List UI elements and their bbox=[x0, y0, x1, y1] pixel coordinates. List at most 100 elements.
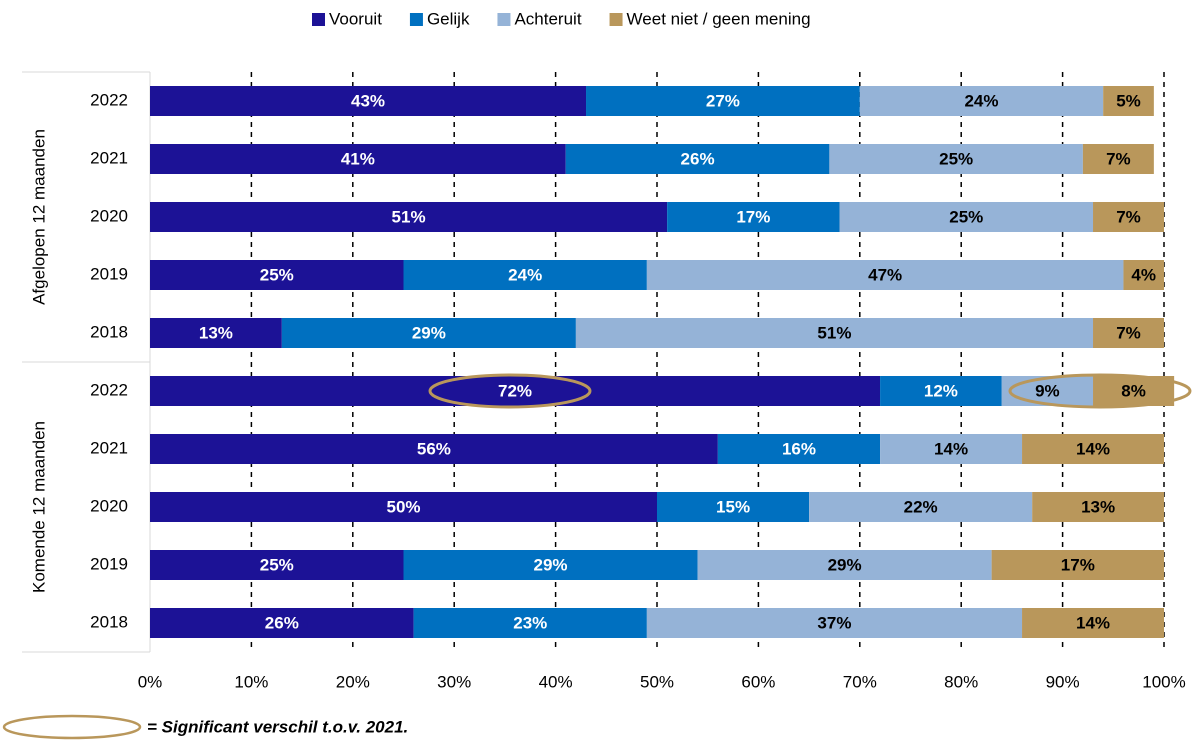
bar-segment bbox=[150, 86, 587, 116]
bar-segment bbox=[1093, 318, 1164, 348]
bar-segment bbox=[657, 492, 810, 522]
bar-segment bbox=[717, 434, 881, 464]
data-label: 29% bbox=[412, 323, 446, 342]
bar-segment bbox=[697, 550, 992, 580]
data-label: 4% bbox=[1131, 265, 1156, 284]
bar-segment bbox=[150, 492, 657, 522]
bar-segment bbox=[150, 376, 881, 406]
bar-segment bbox=[1001, 376, 1094, 406]
bar-segment bbox=[150, 144, 566, 174]
y-tick-label: 2018 bbox=[90, 322, 128, 341]
y-tick-label: 2020 bbox=[90, 206, 128, 225]
x-tick-label: 50% bbox=[640, 672, 674, 691]
data-label: 13% bbox=[1081, 497, 1115, 516]
bar-segment bbox=[150, 434, 718, 464]
data-label: 37% bbox=[817, 613, 851, 632]
bar-segment bbox=[150, 202, 668, 232]
y-tick-label: 2021 bbox=[90, 438, 128, 457]
x-tick-label: 100% bbox=[1142, 672, 1185, 691]
bar-segment bbox=[809, 492, 1033, 522]
data-label: 15% bbox=[716, 497, 750, 516]
legend-label: Weet niet / geen mening bbox=[627, 9, 811, 28]
significance-marker bbox=[428, 373, 592, 409]
data-label: 51% bbox=[392, 207, 426, 226]
bar-segment bbox=[859, 86, 1104, 116]
bar-segment bbox=[150, 550, 404, 580]
significance-marker bbox=[1008, 373, 1192, 409]
data-label: 24% bbox=[964, 91, 998, 110]
data-label: 5% bbox=[1116, 91, 1141, 110]
data-label: 16% bbox=[782, 439, 816, 458]
bar-segment bbox=[1103, 86, 1154, 116]
data-label: 47% bbox=[868, 265, 902, 284]
bar-segment bbox=[575, 318, 1094, 348]
data-label: 22% bbox=[904, 497, 938, 516]
y-tick-label: 2018 bbox=[90, 612, 128, 631]
group-label: Komende 12 maanden bbox=[29, 421, 48, 593]
group-label: Afgelopen 12 maanden bbox=[29, 129, 48, 305]
legend-label: Gelijk bbox=[427, 9, 470, 28]
y-tick-label: 2022 bbox=[90, 380, 128, 399]
bar-segment bbox=[403, 550, 698, 580]
bar-segment bbox=[1082, 144, 1154, 174]
legend-swatch bbox=[497, 13, 511, 26]
bar-segment bbox=[646, 260, 1124, 290]
data-label: 26% bbox=[681, 149, 715, 168]
footnote: = Significant verschil t.o.v. 2021. bbox=[147, 717, 408, 736]
x-tick-label: 80% bbox=[944, 672, 978, 691]
bar-segment bbox=[150, 260, 404, 290]
data-label: 29% bbox=[828, 555, 862, 574]
legend-marker bbox=[2, 714, 142, 740]
x-tick-label: 30% bbox=[437, 672, 471, 691]
data-label: 51% bbox=[817, 323, 851, 342]
data-label: 7% bbox=[1116, 323, 1141, 342]
x-tick-label: 10% bbox=[234, 672, 268, 691]
bar-segment bbox=[1093, 376, 1175, 406]
bar-segment bbox=[880, 434, 1023, 464]
x-tick-label: 0% bbox=[138, 672, 163, 691]
bar-segment bbox=[403, 260, 647, 290]
data-label: 50% bbox=[386, 497, 420, 516]
bar-segment bbox=[281, 318, 576, 348]
data-label: 17% bbox=[1061, 555, 1095, 574]
x-tick-label: 90% bbox=[1046, 672, 1080, 691]
x-tick-label: 60% bbox=[741, 672, 775, 691]
data-label: 26% bbox=[265, 613, 299, 632]
data-label: 24% bbox=[508, 265, 542, 284]
data-label: 41% bbox=[341, 149, 375, 168]
bar-segment bbox=[150, 608, 414, 638]
legend-label: Achteruit bbox=[514, 9, 581, 28]
data-label: 9% bbox=[1035, 381, 1060, 400]
bar-segment bbox=[1093, 202, 1164, 232]
y-tick-label: 2022 bbox=[90, 90, 128, 109]
y-tick-label: 2019 bbox=[90, 554, 128, 573]
data-label: 72% bbox=[498, 381, 532, 400]
data-label: 27% bbox=[706, 91, 740, 110]
data-label: 14% bbox=[1076, 613, 1110, 632]
y-tick-label: 2020 bbox=[90, 496, 128, 515]
legend-swatch bbox=[409, 13, 423, 26]
legend-swatch bbox=[312, 13, 325, 26]
data-label: 14% bbox=[1076, 439, 1110, 458]
data-label: 8% bbox=[1121, 381, 1146, 400]
data-label: 13% bbox=[199, 323, 233, 342]
bar-segment bbox=[1123, 260, 1164, 290]
data-label: 43% bbox=[351, 91, 385, 110]
legend: Vooruit Gelijk Achteruit Weet niet / geen m… bbox=[312, 9, 811, 28]
data-label: 14% bbox=[934, 439, 968, 458]
data-label: 7% bbox=[1116, 207, 1141, 226]
bar-segment bbox=[991, 550, 1164, 580]
bar-segment bbox=[829, 144, 1083, 174]
plot: 0% 10% 20% 30% 40% 50% 60% 70% 80% 90% 100% 2022 43%… bbox=[29, 9, 1185, 691]
data-label: 25% bbox=[260, 265, 294, 284]
bar-segment bbox=[646, 608, 1023, 638]
bar-segment bbox=[1022, 434, 1164, 464]
data-label: 17% bbox=[736, 207, 770, 226]
data-label: 25% bbox=[949, 207, 983, 226]
x-tick-label: 40% bbox=[539, 672, 573, 691]
y-tick-label: 2019 bbox=[90, 264, 128, 283]
bar-segment bbox=[880, 376, 1002, 406]
data-label: 25% bbox=[939, 149, 973, 168]
legend-label: Vooruit bbox=[329, 9, 382, 28]
